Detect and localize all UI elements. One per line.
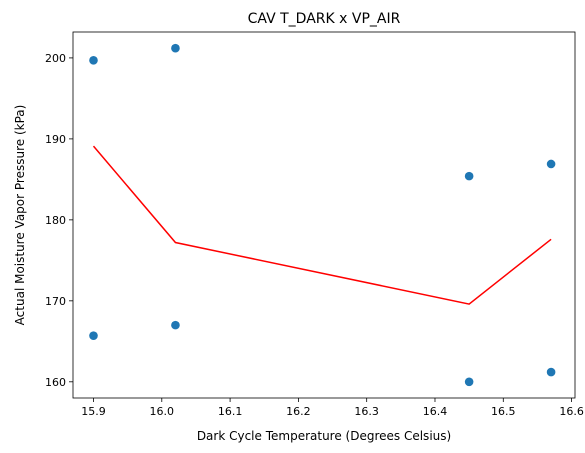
plot-frame [72,31,576,399]
x-tick-label: 16.5 [491,405,516,418]
scatter-point-3 [171,320,180,330]
scatter-point-4 [464,171,474,181]
x-tick-label: 16.6 [559,405,584,418]
x-tick-label: 15.9 [81,405,106,418]
x-tick-label: 16.2 [286,405,311,418]
x-tick-label: 16.0 [150,405,175,418]
fit-line [92,145,552,305]
x-tick-label: 16.3 [354,405,379,418]
scatter-point-1 [89,331,98,340]
scatter-point-7 [546,367,556,377]
y-tick-label: 170 [45,295,66,308]
scatter-point-6 [546,159,556,169]
scatter-point-0 [89,56,98,65]
scatter-point-2 [171,43,180,53]
scatter-point-5 [464,377,474,387]
x-tick-label: 16.4 [423,405,448,418]
axes: 15.9 16.0 16.1 16.2 16.3 16.4 16.5 16.6 160 170 18… [45,31,584,418]
y-tick-label: 190 [45,133,66,146]
y-tick-label: 180 [45,214,66,227]
x-tick-label: 16.1 [218,405,243,418]
plot-area [89,43,556,387]
y-tick-label: 160 [45,376,66,389]
chart-title: CAV T_DARK x VP_AIR [248,11,401,27]
y-axis-label: Actual Moisture Vapor Pressure (kPa) [13,105,27,326]
x-axis-label: Dark Cycle Temperature (Degrees Celsius) [197,429,451,443]
y-tick-label: 200 [45,52,66,65]
